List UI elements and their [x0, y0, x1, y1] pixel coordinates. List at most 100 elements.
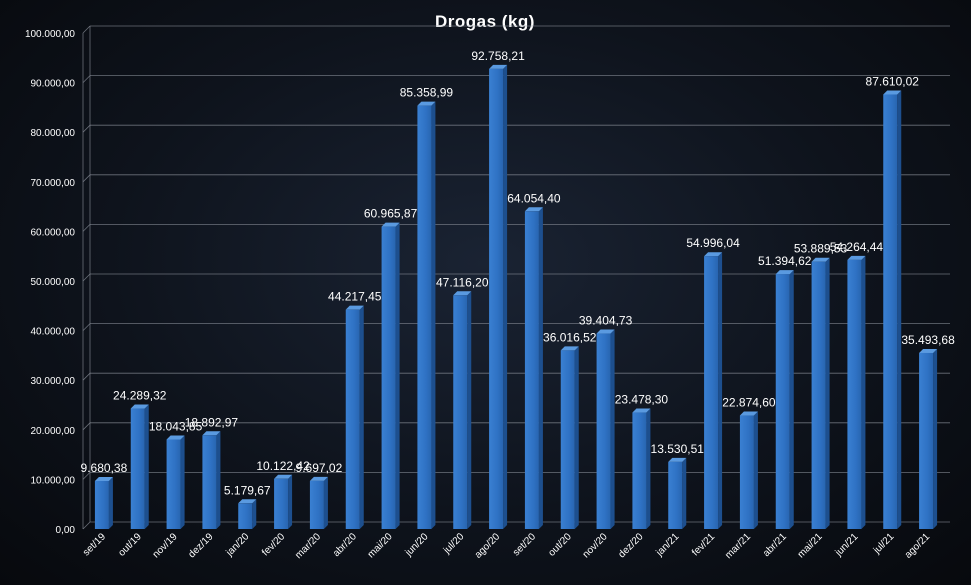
gridline-depth [82, 174, 91, 183]
bar-nov/19 [166, 435, 185, 529]
data-label: 13.530,51 [651, 442, 705, 456]
bar-top [668, 457, 687, 462]
bar-side [574, 346, 579, 529]
bar-mai/21 [811, 257, 830, 529]
data-label: 9.680,38 [81, 461, 128, 475]
y-tick-label: 80.000,00 [31, 128, 76, 139]
bar-mar/21 [739, 411, 758, 529]
x-tick-label: jan/20 [224, 531, 252, 559]
data-label: 64.054,40 [507, 191, 561, 205]
y-tick-label: 40.000,00 [31, 327, 76, 338]
bar-side [933, 348, 938, 529]
data-label: 47.116,20 [436, 275, 489, 289]
bar-top [489, 64, 508, 69]
data-label: 10.122,42 [256, 459, 310, 473]
x-tick-label: mai/20 [366, 531, 395, 560]
x-tick-label: mar/21 [723, 531, 753, 561]
bar-side [323, 476, 328, 529]
y-tick-label: 50.000,00 [31, 277, 76, 288]
gridline-depth [82, 521, 91, 530]
bar [202, 435, 217, 529]
gridline-depth [82, 422, 91, 431]
bar-top [417, 101, 436, 106]
gridline-depth [82, 25, 91, 34]
chart-title: Drogas (kg) [435, 12, 535, 31]
y-tick-label: 90.000,00 [31, 79, 76, 90]
bar-side [610, 329, 615, 529]
x-tick-label: jul/20 [441, 531, 467, 557]
bar-top [883, 90, 902, 95]
bar-top [632, 408, 651, 413]
data-label: 22.874,60 [722, 396, 776, 410]
data-label: 9.697,02 [296, 461, 343, 475]
y-tick-label: 10.000,00 [31, 475, 76, 486]
bar-top [309, 476, 328, 481]
data-label: 35.493,68 [901, 333, 955, 347]
bar-top [166, 435, 185, 440]
bar-side [359, 305, 364, 529]
gridlines [82, 25, 950, 530]
x-tick-label: set/20 [511, 531, 538, 558]
y-axis-ticks: 0,00 10.000,00 20.000,00 30.000,00 40.000,00… [25, 29, 75, 536]
bar [345, 309, 360, 529]
bar [489, 68, 504, 529]
y-tick-label: 70.000,00 [31, 178, 76, 189]
bar-side [682, 457, 687, 529]
x-tick-label: mar/20 [293, 531, 323, 561]
data-label: 87.610,02 [866, 74, 920, 88]
gridline-depth [82, 323, 91, 331]
bar-top [94, 476, 113, 481]
y-tick-label: 0,00 [56, 525, 76, 536]
bar-side [861, 255, 866, 529]
bar-mai/20 [381, 222, 400, 529]
bar [668, 461, 683, 529]
bar [739, 415, 754, 529]
bar-out/20 [560, 346, 579, 529]
bar-top [345, 305, 364, 310]
bar [166, 439, 181, 529]
bar-side [503, 64, 508, 529]
bar-side [216, 431, 221, 529]
data-label: 39.404,73 [579, 314, 633, 328]
bar-top [739, 411, 758, 416]
data-label: 36.016,52 [543, 330, 597, 344]
bar-mar/20 [309, 476, 328, 529]
data-label: 18.892,97 [185, 415, 239, 429]
bar [524, 211, 539, 530]
bar-abr/21 [775, 270, 794, 529]
bar-top [704, 252, 723, 257]
bar-dez/19 [202, 431, 221, 529]
gridline-depth [82, 372, 91, 381]
data-label: 53.889,53 [794, 242, 848, 256]
gridline-depth [82, 224, 91, 232]
x-tick-label: out/20 [546, 531, 574, 559]
bar [94, 480, 109, 529]
bar-side [538, 207, 543, 530]
data-label: 54.264,44 [830, 240, 884, 254]
x-tick-label: set/19 [81, 531, 108, 558]
x-axis-ticks: set/19 out/19 nov/19 dez/19 jan/20 fev/20 mar/… [81, 531, 933, 561]
gridline-depth [82, 124, 91, 133]
x-tick-label: ago/20 [473, 531, 503, 561]
bar-side [108, 476, 113, 529]
bar-jan/20 [238, 499, 257, 529]
bar-top [381, 222, 400, 227]
bar [632, 412, 647, 529]
bar-side [431, 101, 436, 529]
y-tick-label: 60.000,00 [31, 227, 76, 238]
bar-top [775, 270, 794, 275]
bar-nov/20 [596, 329, 615, 529]
bar-fev/21 [704, 252, 723, 529]
bar-top [811, 257, 830, 262]
bar-top [560, 346, 579, 351]
bar [811, 261, 826, 529]
bar-side [467, 291, 472, 529]
bar-jun/21 [847, 255, 866, 529]
x-tick-label: dez/20 [617, 531, 646, 560]
bar-top [919, 348, 938, 353]
bar-top [238, 499, 257, 504]
bar [596, 333, 611, 529]
x-tick-label: fev/21 [690, 531, 717, 558]
